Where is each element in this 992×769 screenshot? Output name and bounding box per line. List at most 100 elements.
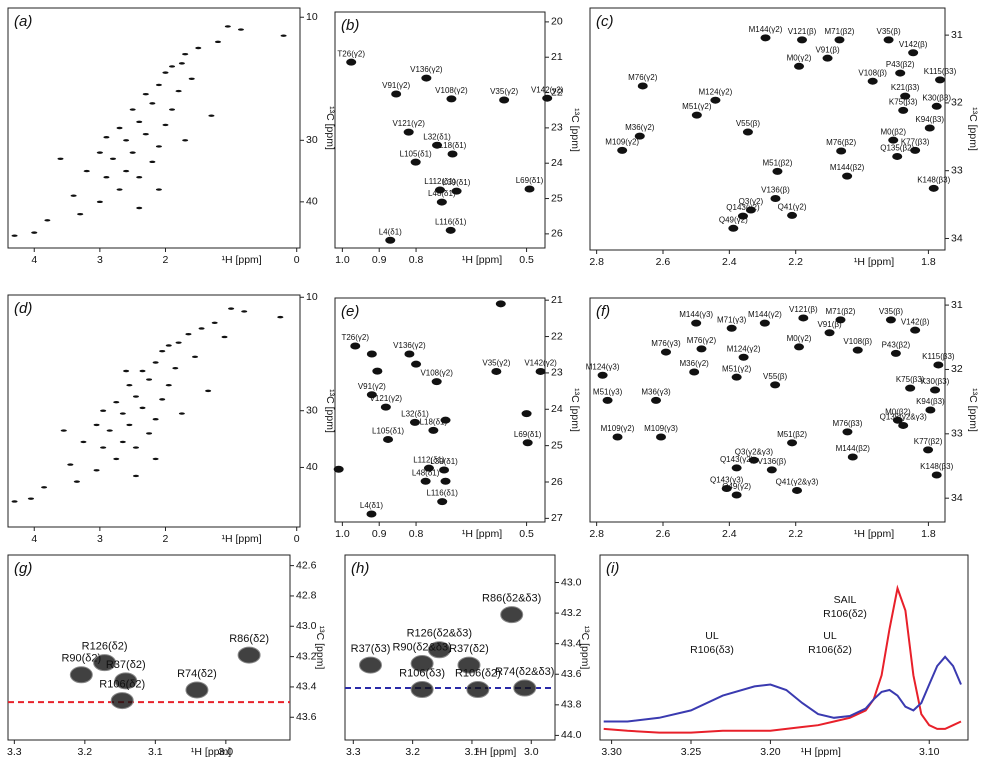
peak [159,398,166,401]
peak [100,446,107,449]
peak-label: L116(δ1) [435,217,467,226]
y-axis-label: ¹³C [ppm] [314,626,326,670]
peak-label: V35(γ2) [482,359,510,368]
y-axis-label: ¹³C [ppm] [579,626,591,670]
peak-label: R37(δ3) [351,643,391,655]
x-tick-label: 3 [97,533,103,545]
y-tick-label: 26 [551,476,563,488]
peak [83,169,90,173]
x-tick-label: 2 [163,533,169,545]
panel: (d) 4 3 2 0 ¹H [ppm] 10 30 40 ¹³C [ppm] [7,291,336,545]
peak [132,474,139,478]
y-tick-label: 40 [306,461,318,473]
peak [11,234,18,237]
peak [178,412,185,415]
peak-label: M51(β2) [762,158,792,167]
peak [521,410,532,418]
peak-label: K30(β3) [921,377,950,386]
x-tick-label: 0.8 [409,528,424,540]
y-tick-label: 43.2 [561,607,582,619]
peak-label: P43(β2) [882,340,911,349]
peak [123,369,130,373]
y-tick-label: 43.2 [296,650,317,662]
peak-label: T26(γ2) [341,333,369,342]
peak [491,367,502,375]
peak [794,62,805,70]
plot-frame [7,294,301,528]
peak [129,108,136,111]
peak [691,319,702,327]
peak [185,681,209,699]
y-tick-label: 20 [551,16,563,28]
peak-label: M144(β2) [836,444,871,453]
peak [928,184,939,192]
peak-label: Q49(γ2) [719,215,748,224]
panel-label: (c) [596,13,614,30]
peak [350,342,361,350]
peak-label: K115(β3) [922,352,955,361]
y-tick-label: 21 [551,294,563,306]
peak [766,466,777,474]
peak [924,124,935,132]
peak-label: M124(γ3) [586,362,620,371]
peak [100,409,107,412]
peak-label: M51(β2) [777,430,807,439]
peak-label: R90(δ2) [61,653,101,665]
peak [198,327,205,330]
peak [11,500,18,503]
peak [136,206,143,210]
peak-label: M76(β3) [832,419,862,428]
peak [44,219,51,222]
peak-label: M0(β2) [880,127,906,136]
peak [466,681,490,699]
peak [794,343,805,351]
peak-label: Q3(γ2&γ3) [735,447,774,456]
y-tick-label: 31 [951,29,963,41]
peak [834,36,845,44]
peak [895,69,906,77]
y-tick-label: 22 [551,86,563,98]
peak [152,361,159,364]
peak-label: M71(β2) [825,27,855,36]
peak-label: V142(β) [901,317,930,326]
peak [731,464,742,472]
peak [411,360,422,368]
peak-label: M36(γ2) [680,359,710,368]
peak-label: V108(β) [843,337,872,346]
peak [656,433,666,441]
peak [787,211,798,219]
peak [910,146,921,154]
peak [132,446,139,449]
peak-label: L18(δ1) [420,417,448,426]
peak-label: V121(β) [788,27,817,36]
peak-label: K115(β3) [924,67,957,76]
peak [80,440,87,444]
peak-label: K75(β3) [889,97,918,106]
peak-label: L39(δ1) [443,178,471,187]
peak [535,367,546,375]
y-tick-label: 43.0 [296,620,317,632]
x-tick-label: 3.0 [219,746,234,758]
peak [410,655,434,673]
y-tick-label: 43.8 [561,699,582,711]
peak-label: V136(β) [758,457,787,466]
peak [60,429,67,432]
peak [898,421,909,429]
peak [383,435,394,443]
peak [116,126,123,130]
peak [152,418,159,421]
x-axis-label: ¹H [ppm] [191,746,231,758]
peak [126,383,133,387]
peak-label: K148(β3) [920,462,953,471]
peak-label: Q143(γ2) [720,455,754,464]
peak [696,345,707,353]
x-tick-label: 1.0 [335,528,350,540]
panel: (a) 4 3 2 0 ¹H [ppm] 10 30 40 ¹³C [ppm] [7,7,336,266]
y-tick-label: 24 [551,157,563,169]
peak [824,329,835,337]
peak [410,681,434,699]
peak [457,656,481,674]
peak [228,307,235,310]
y-tick-label: 27 [551,512,563,524]
peak [182,139,189,142]
